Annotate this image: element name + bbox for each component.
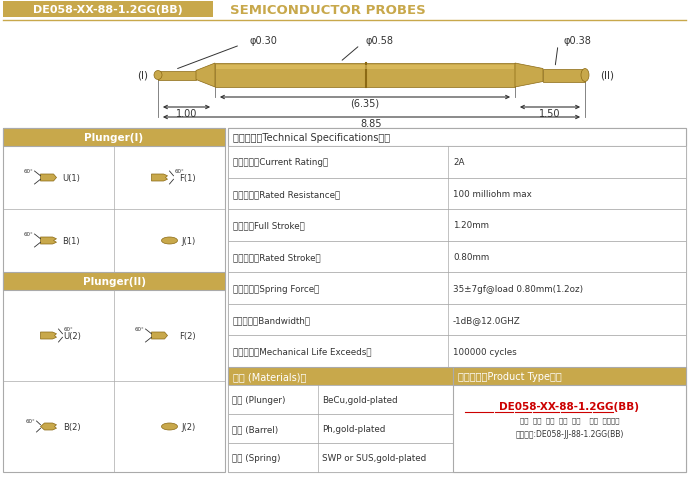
Text: 针头 (Plunger): 针头 (Plunger) (232, 395, 285, 404)
FancyBboxPatch shape (3, 129, 225, 472)
Text: Plunger(II): Plunger(II) (83, 276, 145, 287)
Text: 额定弹力（Spring Force）: 额定弹力（Spring Force） (233, 284, 320, 293)
Bar (543, 69, 585, 83)
Text: J(1): J(1) (181, 237, 196, 245)
Text: 技术要求（Technical Specifications）：: 技术要求（Technical Specifications）： (233, 133, 390, 143)
Text: 针管 (Barrel): 针管 (Barrel) (232, 424, 278, 433)
Bar (216, 66, 514, 70)
Text: 系列  规格  头型  归长  弹力    镀金  针头材质: 系列 规格 头型 归长 弹力 镀金 针头材质 (520, 416, 619, 423)
FancyBboxPatch shape (3, 2, 213, 18)
Text: 1.00: 1.00 (176, 109, 197, 119)
Text: (II): (II) (600, 71, 614, 81)
Ellipse shape (581, 69, 589, 83)
FancyBboxPatch shape (228, 129, 686, 147)
Text: BeCu,gold-plated: BeCu,gold-plated (322, 395, 398, 404)
Text: 60°: 60° (23, 231, 34, 237)
FancyBboxPatch shape (3, 273, 225, 290)
Text: 额定电流（Current Rating）: 额定电流（Current Rating） (233, 158, 328, 167)
FancyBboxPatch shape (228, 210, 686, 241)
Polygon shape (515, 64, 543, 88)
Bar (158, 72, 196, 80)
Text: U(2): U(2) (63, 331, 81, 340)
FancyBboxPatch shape (228, 367, 453, 385)
Text: (I): (I) (137, 71, 148, 81)
Text: DE058-XX-88-1.2GG(BB): DE058-XX-88-1.2GG(BB) (500, 402, 639, 412)
Text: F(2): F(2) (180, 331, 196, 340)
Text: 额定电际（Rated Resistance）: 额定电际（Rated Resistance） (233, 190, 340, 198)
FancyBboxPatch shape (228, 129, 686, 472)
FancyBboxPatch shape (228, 414, 453, 443)
Text: 60°: 60° (174, 168, 184, 174)
Polygon shape (196, 64, 215, 88)
FancyBboxPatch shape (228, 443, 453, 472)
Text: φ0.58: φ0.58 (365, 36, 393, 46)
Text: 满行程（Full Stroke）: 满行程（Full Stroke） (233, 221, 305, 230)
Text: 0.80mm: 0.80mm (453, 252, 489, 262)
Text: 材质 (Materials)：: 材质 (Materials)： (233, 371, 307, 381)
Text: U(1): U(1) (63, 174, 81, 182)
Text: 1.50: 1.50 (539, 109, 561, 119)
Ellipse shape (161, 423, 178, 430)
Text: 1.20mm: 1.20mm (453, 221, 489, 230)
Polygon shape (41, 238, 56, 244)
Text: φ0.30: φ0.30 (250, 36, 278, 46)
Text: 2A: 2A (453, 158, 464, 167)
Text: B(2): B(2) (63, 422, 81, 431)
Polygon shape (41, 332, 56, 339)
Text: DE058-XX-88-1.2GG(BB): DE058-XX-88-1.2GG(BB) (33, 5, 183, 15)
Bar (215, 64, 515, 88)
Text: B(1): B(1) (63, 237, 80, 245)
Text: 60°: 60° (135, 326, 145, 331)
Text: J(2): J(2) (181, 422, 196, 431)
Text: Plunger(I): Plunger(I) (85, 133, 143, 143)
FancyBboxPatch shape (453, 385, 686, 472)
FancyBboxPatch shape (228, 385, 453, 414)
FancyBboxPatch shape (3, 129, 225, 147)
Polygon shape (41, 175, 56, 181)
Text: -1dB@12.0GHZ: -1dB@12.0GHZ (453, 315, 521, 324)
Text: 35±7gf@load 0.80mm(1.2oz): 35±7gf@load 0.80mm(1.2oz) (453, 284, 583, 293)
Text: SEMICONDUCTOR PROBES: SEMICONDUCTOR PROBES (230, 3, 426, 16)
Text: 8.85: 8.85 (361, 119, 382, 129)
Text: 100 milliohm max: 100 milliohm max (453, 190, 532, 198)
Polygon shape (41, 423, 56, 430)
Text: 60°: 60° (23, 168, 34, 174)
Text: 额定行程（Rated Stroke）: 额定行程（Rated Stroke） (233, 252, 321, 262)
Polygon shape (152, 175, 167, 181)
Text: 成品型号（Product Type）：: 成品型号（Product Type）： (458, 371, 562, 381)
Text: 100000 cycles: 100000 cycles (453, 347, 517, 356)
FancyBboxPatch shape (228, 241, 686, 273)
FancyBboxPatch shape (453, 367, 686, 385)
Text: 弹簧 (Spring): 弹簧 (Spring) (232, 453, 280, 462)
Ellipse shape (161, 238, 178, 244)
Text: F(1): F(1) (180, 174, 196, 182)
Text: 测试寿命（Mechanical Life Exceeds）: 测试寿命（Mechanical Life Exceeds） (233, 347, 371, 356)
Text: 频率带宽（Bandwidth）: 频率带宽（Bandwidth） (233, 315, 311, 324)
Text: φ0.38: φ0.38 (563, 36, 591, 46)
FancyBboxPatch shape (228, 273, 686, 304)
Text: 60°: 60° (25, 418, 36, 423)
Text: 60°: 60° (63, 326, 73, 331)
FancyBboxPatch shape (228, 336, 686, 367)
Ellipse shape (154, 72, 162, 80)
FancyBboxPatch shape (228, 178, 686, 210)
Polygon shape (152, 332, 167, 339)
Text: Ph,gold-plated: Ph,gold-plated (322, 424, 385, 433)
Text: 订购举例:DE058-JJ-88-1.2GG(BB): 订购举例:DE058-JJ-88-1.2GG(BB) (515, 429, 624, 438)
Text: (6.35): (6.35) (351, 99, 380, 109)
FancyBboxPatch shape (228, 147, 686, 178)
Text: SWP or SUS,gold-plated: SWP or SUS,gold-plated (322, 453, 426, 462)
FancyBboxPatch shape (228, 304, 686, 336)
